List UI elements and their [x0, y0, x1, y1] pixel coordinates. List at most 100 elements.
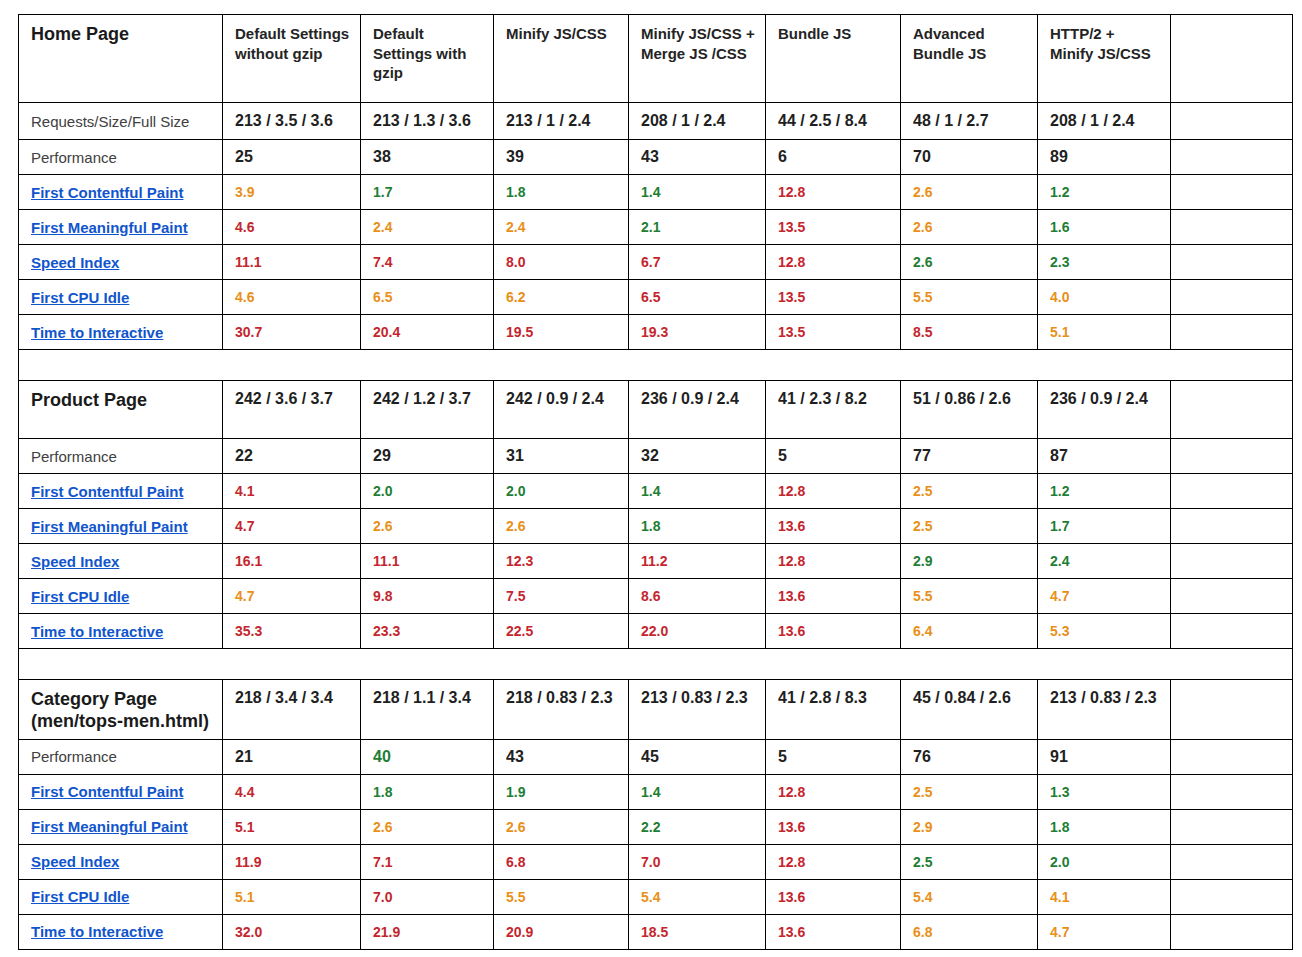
column-header: Minify JS/CSS + Merge JS /CSS — [629, 15, 766, 103]
metric-link[interactable]: First Meaningful Paint — [31, 518, 188, 535]
metric-value: 12.8 — [766, 175, 901, 210]
metric-value: 2.1 — [629, 210, 766, 245]
metric-link[interactable]: First Contentful Paint — [31, 483, 184, 500]
section-spacer-row — [19, 350, 1293, 381]
metric-label-cell: First CPU Idle — [19, 879, 223, 914]
metric-link[interactable]: First Meaningful Paint — [31, 219, 188, 236]
metric-row: Time to Interactive32.021.920.918.513.66… — [19, 914, 1293, 949]
metric-link[interactable]: Speed Index — [31, 254, 119, 271]
metric-link[interactable]: Speed Index — [31, 853, 119, 870]
empty-cell — [1171, 509, 1293, 544]
metric-value: 20.4 — [361, 315, 494, 350]
metric-value: 2.5 — [901, 474, 1038, 509]
metric-value: 6.8 — [901, 914, 1038, 949]
requests-value: 218 / 1.1 / 3.4 — [361, 680, 494, 740]
metric-value: 11.1 — [223, 245, 361, 280]
column-header: Bundle JS — [766, 15, 901, 103]
performance-value: 5 — [766, 739, 901, 774]
performance-value: 6 — [766, 140, 901, 175]
metric-link[interactable]: Time to Interactive — [31, 923, 163, 940]
metric-value: 5.5 — [901, 579, 1038, 614]
metric-value: 12.8 — [766, 844, 901, 879]
metric-value: 5.1 — [223, 879, 361, 914]
metric-value: 6.7 — [629, 245, 766, 280]
metric-value: 2.4 — [1038, 544, 1171, 579]
metric-value: 23.3 — [361, 614, 494, 649]
performance-value: 40 — [361, 739, 494, 774]
column-header: Minify JS/CSS — [494, 15, 629, 103]
empty-cell — [1171, 579, 1293, 614]
requests-value: 45 / 0.84 / 2.6 — [901, 680, 1038, 740]
metric-label-cell: First CPU Idle — [19, 280, 223, 315]
metric-value: 3.9 — [223, 175, 361, 210]
section-spacer-row — [19, 649, 1293, 680]
metric-link[interactable]: First Contentful Paint — [31, 783, 184, 800]
metric-row: Speed Index11.97.16.87.012.82.52.0 — [19, 844, 1293, 879]
metric-value: 2.6 — [901, 210, 1038, 245]
metric-link[interactable]: Time to Interactive — [31, 324, 163, 341]
requests-value: 41 / 2.3 / 8.2 — [766, 381, 901, 439]
metric-value: 8.6 — [629, 579, 766, 614]
metric-value: 8.0 — [494, 245, 629, 280]
column-header: HTTP/2 + Minify JS/CSS — [1038, 15, 1171, 103]
empty-cell — [1171, 844, 1293, 879]
metric-link[interactable]: Time to Interactive — [31, 623, 163, 640]
metric-link[interactable]: First CPU Idle — [31, 888, 129, 905]
empty-cell — [1171, 680, 1293, 740]
metric-row: First Contentful Paint3.91.71.81.412.82.… — [19, 175, 1293, 210]
section-title: Product Page — [19, 381, 223, 439]
metric-label-cell: First Meaningful Paint — [19, 210, 223, 245]
metric-value: 1.8 — [629, 509, 766, 544]
metric-label-cell: Time to Interactive — [19, 914, 223, 949]
metric-value: 1.8 — [361, 774, 494, 809]
metric-value: 2.4 — [494, 210, 629, 245]
metric-value: 5.1 — [1038, 315, 1171, 350]
metric-value: 13.6 — [766, 809, 901, 844]
row-label: Performance — [19, 739, 223, 774]
metric-value: 6.5 — [361, 280, 494, 315]
metric-value: 1.2 — [1038, 175, 1171, 210]
metric-value: 7.1 — [361, 844, 494, 879]
requests-value: 213 / 0.83 / 2.3 — [1038, 680, 1171, 740]
metric-link[interactable]: First CPU Idle — [31, 588, 129, 605]
metric-value: 2.6 — [494, 509, 629, 544]
metric-link[interactable]: Speed Index — [31, 553, 119, 570]
metric-row: First Meaningful Paint4.72.62.61.813.62.… — [19, 509, 1293, 544]
performance-value: 76 — [901, 739, 1038, 774]
metric-value: 12.8 — [766, 245, 901, 280]
table-header-row: Home PageDefault Settings without gzipDe… — [19, 15, 1293, 103]
empty-cell — [1171, 175, 1293, 210]
metric-value: 1.9 — [494, 774, 629, 809]
metric-link[interactable]: First Meaningful Paint — [31, 818, 188, 835]
metric-value: 5.5 — [901, 280, 1038, 315]
metric-value: 22.5 — [494, 614, 629, 649]
row-label: Performance — [19, 439, 223, 474]
metric-label-cell: Speed Index — [19, 245, 223, 280]
empty-cell — [1171, 474, 1293, 509]
metric-value: 2.6 — [901, 175, 1038, 210]
metric-label-cell: First CPU Idle — [19, 579, 223, 614]
requests-value: 242 / 3.6 / 3.7 — [223, 381, 361, 439]
metric-link[interactable]: First CPU Idle — [31, 289, 129, 306]
metric-value: 13.6 — [766, 509, 901, 544]
requests-value: 213 / 1.3 / 3.6 — [361, 103, 494, 140]
metric-value: 5.4 — [901, 879, 1038, 914]
metric-value: 6.2 — [494, 280, 629, 315]
metric-value: 1.7 — [1038, 509, 1171, 544]
row-label: Requests/Size/Full Size — [19, 103, 223, 140]
metric-value: 2.4 — [361, 210, 494, 245]
metric-value: 13.5 — [766, 280, 901, 315]
metric-value: 7.0 — [629, 844, 766, 879]
section-title-row: Product Page242 / 3.6 / 3.7242 / 1.2 / 3… — [19, 381, 1293, 439]
metric-value: 2.5 — [901, 509, 1038, 544]
section-title: Category Page (men/tops-men.html) — [19, 680, 223, 740]
metric-value: 4.1 — [223, 474, 361, 509]
metric-value: 13.5 — [766, 315, 901, 350]
row-label: Performance — [19, 140, 223, 175]
requests-value: 41 / 2.8 / 8.3 — [766, 680, 901, 740]
performance-value: 45 — [629, 739, 766, 774]
metric-link[interactable]: First Contentful Paint — [31, 184, 184, 201]
metric-row: First CPU Idle5.17.05.55.413.65.44.1 — [19, 879, 1293, 914]
metric-value: 12.8 — [766, 544, 901, 579]
metric-value: 2.0 — [1038, 844, 1171, 879]
